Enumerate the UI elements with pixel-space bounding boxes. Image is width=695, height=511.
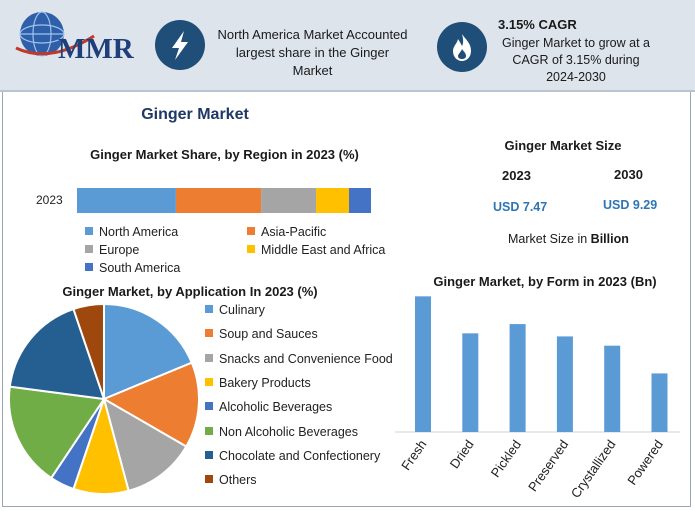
application-pie-chart (8, 302, 200, 495)
region-stacked-bar (77, 188, 371, 213)
market-size-unit-prefix: Market Size in (508, 232, 591, 246)
legend-label: Others (219, 473, 257, 488)
legend-label: Middle East and Africa (261, 243, 386, 257)
market-size-value2: USD 9.29 (603, 198, 658, 212)
legend-swatch (85, 227, 93, 235)
region-bar-segment-1 (175, 188, 262, 213)
form-tick-label: Powered (624, 437, 666, 488)
pie-slice-7 (72, 302, 105, 400)
application-legend-item: Bakery Products (205, 376, 311, 390)
pie-slice-5 (8, 385, 106, 480)
pie-slice-1 (101, 361, 200, 448)
legend-label: Soup and Sauces (219, 327, 318, 342)
legend-swatch (205, 377, 213, 386)
market-size-unit-bold: Billion (590, 232, 629, 246)
application-legend-item: Others (205, 473, 257, 487)
market-size-value1: USD 7.47 (493, 200, 548, 214)
region-legend-item: Asia-Pacific (247, 225, 326, 239)
region-bar-segment-4 (349, 188, 371, 213)
main-title: Ginger Market (141, 106, 249, 123)
region-chart-title: Ginger Market Share, by Region in 2023 (… (90, 147, 359, 162)
form-bar-1 (462, 333, 479, 432)
legend-label: North America (99, 225, 179, 239)
legend-label: Non Alcoholic Beverages (219, 424, 358, 439)
region-legend-item: Middle East and Africa (247, 243, 385, 257)
form-bar-2 (509, 324, 526, 432)
region-legend-item: South America (85, 261, 180, 275)
legend-label: Culinary (219, 303, 265, 317)
form-tick-label: Preserved (525, 437, 571, 494)
application-legend-item: Culinary (205, 303, 265, 317)
application-legend-item: Chocolate and Confectionery (205, 449, 380, 463)
form-chart-title: Ginger Market, by Form in 2023 (Bn) (433, 274, 657, 289)
region-legend-item: North America (85, 225, 178, 239)
form-tick-label: Fresh (398, 437, 429, 473)
legend-label: Snacks and Convenience Food (219, 351, 393, 366)
header-card1-text: North America Market Accounted largest s… (217, 27, 408, 78)
application-legend-item: Soup and Sauces (205, 327, 318, 341)
cagr-title: 3.15% CAGR (498, 17, 577, 32)
globe-icon (15, 11, 95, 57)
legend-label: Europe (99, 243, 140, 257)
application-legend-item: Snacks and Convenience Food (205, 352, 393, 366)
header-band (0, 0, 695, 90)
region-category-label: 2023 (36, 193, 63, 207)
legend-label: South America (99, 261, 181, 275)
legend-swatch (205, 475, 213, 484)
legend-swatch (205, 450, 213, 459)
header-divider (0, 90, 695, 92)
market-size-unit: Market Size in Billion (508, 232, 629, 246)
logo-brand: MMR (58, 33, 134, 65)
legend-label: Chocolate and Confectionery (219, 448, 381, 463)
legend-swatch (85, 263, 93, 271)
legend-swatch (205, 402, 213, 411)
legend-label: Alcoholic Beverages (219, 400, 333, 415)
region-bar-segment-3 (316, 188, 350, 213)
mmr-logo: MMR (10, 8, 140, 70)
legend-swatch (205, 426, 213, 435)
form-bar-5 (651, 373, 668, 432)
legend-swatch (205, 353, 213, 362)
form-tick-label: Dried (447, 437, 477, 471)
application-legend-item: Alcoholic Beverages (205, 400, 332, 414)
flame-icon-circle (437, 22, 487, 72)
pie-slice-2 (102, 396, 188, 492)
legend-label: Asia-Pacific (261, 225, 327, 239)
legend-swatch (247, 227, 255, 235)
application-legend-item: Non Alcoholic Beverages (205, 425, 358, 439)
form-tick-label: Pickled (488, 437, 524, 480)
legend-swatch (205, 305, 213, 313)
region-legend-item: Europe (85, 243, 139, 257)
lightning-icon (172, 31, 188, 60)
market-size-year1: 2023 (502, 168, 531, 183)
pie-slice-0 (103, 302, 194, 401)
form-bar-3 (556, 336, 573, 432)
legend-label: Bakery Products (219, 375, 311, 390)
flame-icon (453, 34, 471, 61)
form-bar-4 (604, 345, 621, 432)
region-bar-segment-2 (261, 188, 317, 213)
legend-swatch (205, 329, 213, 338)
market-size-title: Ginger Market Size (504, 138, 622, 153)
form-bar-0 (415, 296, 431, 432)
market-size-year2: 2030 (614, 167, 643, 182)
legend-swatch (85, 245, 93, 253)
header-card2-text: Ginger Market to grow at a CAGR of 3.15%… (502, 36, 650, 84)
form-tick-label: Crystallized (568, 437, 619, 500)
legend-swatch (247, 245, 255, 253)
application-chart-title: Ginger Market, by Application In 2023 (%… (62, 284, 318, 299)
lightning-icon-circle (155, 20, 205, 70)
region-bar-segment-0 (77, 188, 176, 213)
